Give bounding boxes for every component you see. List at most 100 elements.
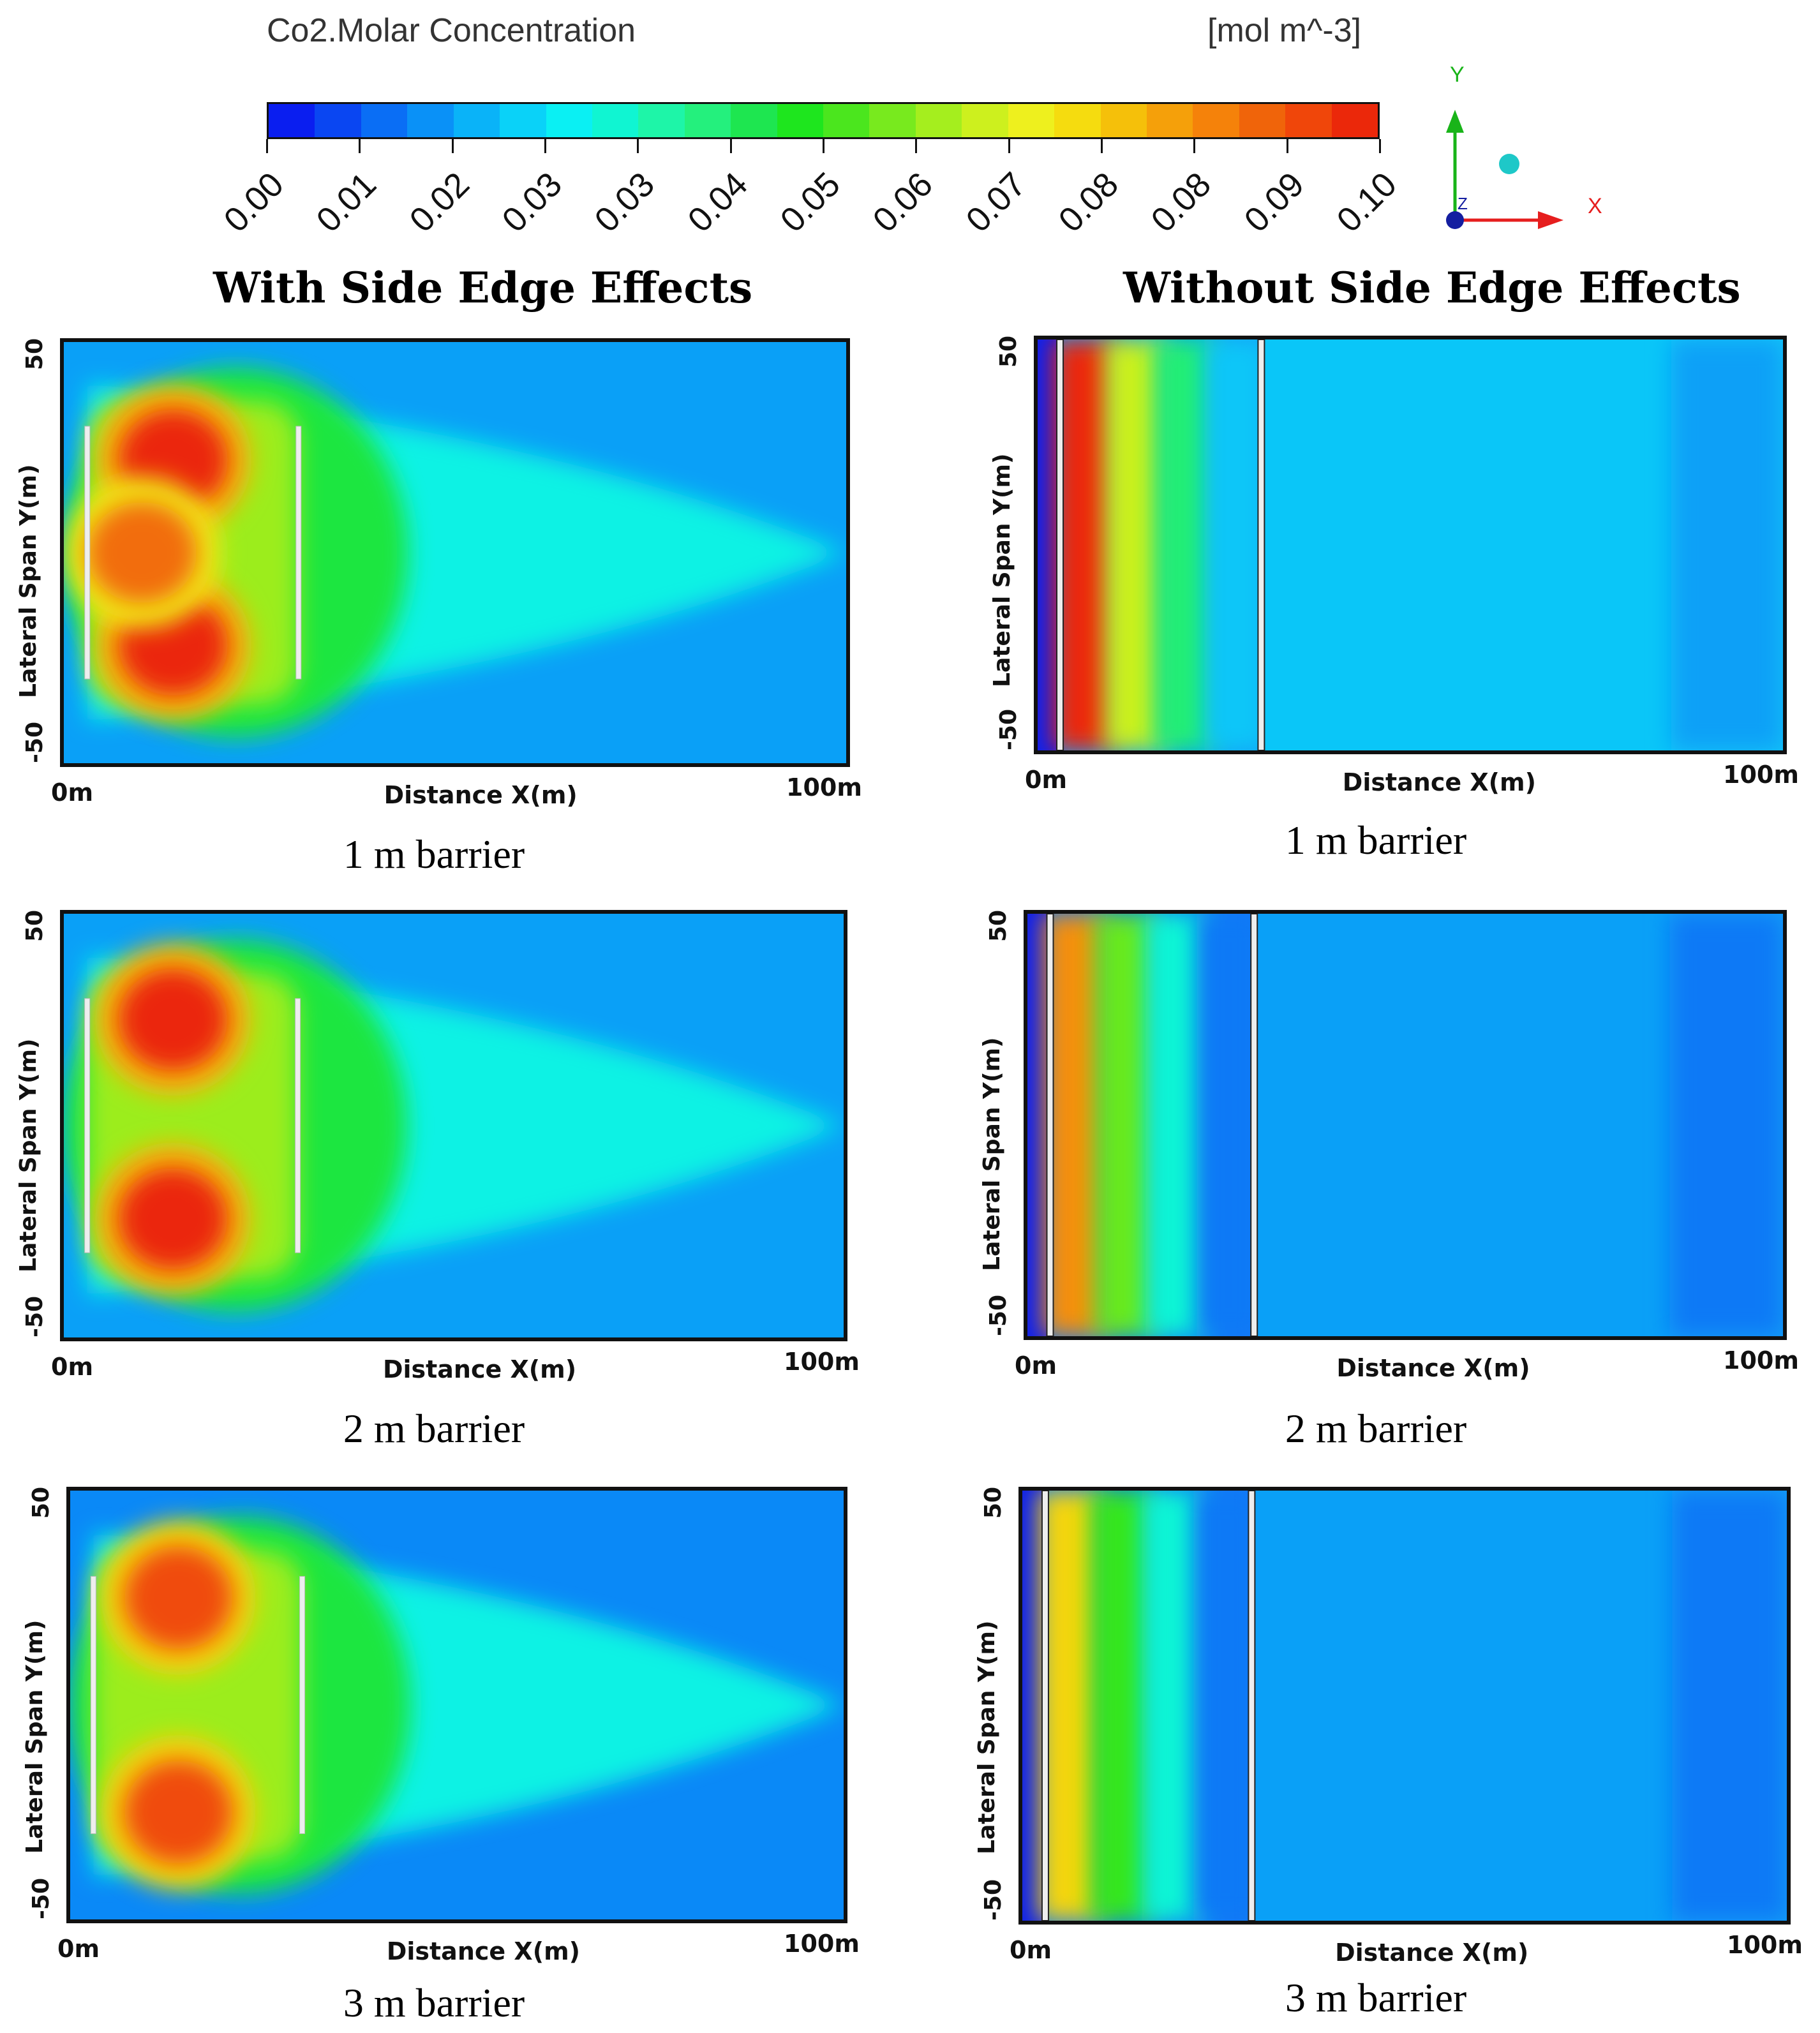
x-max-label: 100m xyxy=(784,1348,860,1376)
colorbar-segment xyxy=(638,104,685,137)
barrier xyxy=(90,1575,96,1835)
colorbar-segment xyxy=(453,104,500,137)
x-min-label: 0m xyxy=(51,1353,94,1381)
hotspot xyxy=(118,1168,228,1270)
barrier xyxy=(1250,914,1258,1336)
colorbar-segment xyxy=(407,104,454,137)
colorbar-tick xyxy=(544,139,546,153)
y-top-label: 50 xyxy=(996,335,1022,368)
colorbar-title: Co2.Molar Concentration xyxy=(267,12,636,49)
y-axis-label: Lateral Span Y(m) xyxy=(974,1620,1000,1855)
colorbar-tick xyxy=(359,139,361,153)
x-max-label: 100m xyxy=(786,773,862,801)
hotspot xyxy=(87,502,197,604)
hotspot xyxy=(124,1546,233,1649)
canyon-band xyxy=(1193,1491,1258,1921)
x-axis-label: Distance X(m) xyxy=(386,1937,581,1965)
x-axis-label: Distance X(m) xyxy=(1335,1939,1529,1967)
colorbar-tick xyxy=(637,139,639,153)
colorbar-segment xyxy=(315,104,361,137)
contour-plot-with-3m xyxy=(66,1487,847,1923)
barrier xyxy=(84,426,91,680)
x-axis-label: Distance X(m) xyxy=(1336,1354,1530,1382)
contour-field xyxy=(64,342,846,763)
y-top-label: 50 xyxy=(980,1486,1006,1519)
contour-field xyxy=(1038,339,1783,750)
colorbar-segment xyxy=(869,104,916,137)
triad-z-label: Z xyxy=(1458,194,1468,213)
barrier xyxy=(84,998,91,1253)
barrier xyxy=(295,998,301,1253)
colorbar-tick xyxy=(915,139,918,153)
colorbar-segment xyxy=(1331,104,1378,137)
colorbar-tick xyxy=(1286,139,1288,153)
colorbar-segment xyxy=(500,104,546,137)
colorbar-unit: [mol m^-3] xyxy=(1207,12,1362,49)
colorbar-segment xyxy=(731,104,777,137)
contour-plot-with-2m xyxy=(60,910,847,1341)
y-axis-label: Lateral Span Y(m) xyxy=(15,465,41,699)
panel-caption: 1 m barrier xyxy=(343,831,525,877)
y-bottom-label: -50 xyxy=(22,721,48,763)
y-bottom-label: -50 xyxy=(28,1877,54,1919)
colorbar xyxy=(267,102,1380,139)
y-axis-label: Lateral Span Y(m) xyxy=(989,453,1015,688)
colorbar-segment xyxy=(592,104,639,137)
barrier xyxy=(1248,1491,1256,1921)
y-axis-label: Lateral Span Y(m) xyxy=(979,1037,1005,1272)
colorbar-tick-label: 0.07 xyxy=(958,165,1033,240)
colorbar-segment xyxy=(269,104,315,137)
canyon-band xyxy=(1197,914,1261,1336)
panel-caption: 2 m barrier xyxy=(343,1406,525,1451)
colorbar-tick xyxy=(1101,139,1103,153)
panel-caption: 3 m barrier xyxy=(1285,1975,1467,2020)
panel-caption: 1 m barrier xyxy=(1285,817,1467,863)
x-max-label: 100m xyxy=(1723,1346,1799,1374)
column-title-without: Without Side Edge Effects xyxy=(1123,263,1741,313)
colorbar-segment xyxy=(1193,104,1239,137)
colorbar-tick-label: 0.10 xyxy=(1329,165,1405,240)
x-max-label: 100m xyxy=(1727,1931,1803,1959)
colorbar-tick xyxy=(729,139,732,153)
barrier xyxy=(1257,339,1265,750)
y-top-label: 50 xyxy=(22,909,48,942)
colorbar-tick-label: 0.03 xyxy=(587,165,662,240)
colorbar-segment xyxy=(823,104,870,137)
x-max-label: 100m xyxy=(784,1930,860,1958)
x-min-label: 0m xyxy=(51,778,94,807)
colorbar-tick-label: 0.08 xyxy=(1144,165,1219,240)
barrier xyxy=(1046,914,1054,1336)
colorbar-tick xyxy=(451,139,454,153)
colorbar-segment xyxy=(1100,104,1147,137)
colorbar-segment xyxy=(684,104,731,137)
colorbar-tick-label: 0.09 xyxy=(1237,165,1311,240)
colorbar-segment xyxy=(962,104,1008,137)
colorbar-tick-label: 0.08 xyxy=(1051,165,1126,240)
colorbar-tick xyxy=(1193,139,1196,153)
far-downstream-region xyxy=(1672,1491,1787,1921)
contour-plot-with-1m xyxy=(60,338,850,767)
x-axis-label: Distance X(m) xyxy=(384,781,578,809)
hotspot xyxy=(118,969,228,1071)
colorbar-tick-label: 0.05 xyxy=(773,165,848,240)
colorbar-segment xyxy=(361,104,408,137)
contour-field xyxy=(1027,914,1783,1336)
x-max-label: 100m xyxy=(1723,761,1799,789)
far-downstream-region xyxy=(1669,914,1783,1336)
x-min-label: 0m xyxy=(57,1935,100,1963)
x-min-label: 0m xyxy=(1015,1352,1057,1380)
y-bottom-label: -50 xyxy=(22,1295,48,1337)
triad-x-label: X xyxy=(1588,194,1602,218)
colorbar-tick-label: 0.01 xyxy=(309,165,384,240)
colorbar-segment xyxy=(915,104,962,137)
y-bottom-label: -50 xyxy=(985,1294,1011,1336)
barrier xyxy=(299,1575,306,1835)
x-min-label: 0m xyxy=(1025,766,1068,794)
contour-field xyxy=(1022,1491,1787,1921)
colorbar-tick-label: 0.02 xyxy=(402,165,477,240)
colorbar-segment xyxy=(1054,104,1101,137)
x-axis-label: Distance X(m) xyxy=(382,1355,577,1383)
contour-plot-without-3m xyxy=(1018,1487,1791,1925)
colorbar-tick-label: 0.00 xyxy=(216,165,292,240)
x-axis-label: Distance X(m) xyxy=(1342,768,1536,796)
